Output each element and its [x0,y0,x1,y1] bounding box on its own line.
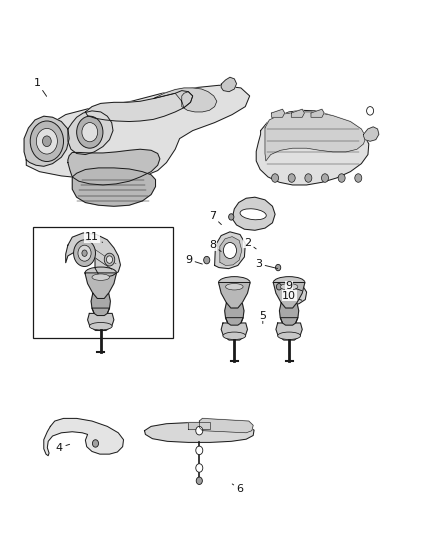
Polygon shape [225,303,244,325]
Text: 6: 6 [232,484,244,494]
Text: 10: 10 [282,291,302,301]
Text: 2: 2 [244,238,256,249]
Circle shape [74,240,95,266]
Text: 4: 4 [56,443,70,453]
Ellipse shape [223,332,246,340]
Polygon shape [72,168,155,206]
Polygon shape [311,109,324,117]
Polygon shape [215,232,245,269]
Text: 5: 5 [259,311,266,324]
Circle shape [272,174,279,182]
Circle shape [223,243,237,259]
Polygon shape [68,111,113,155]
Polygon shape [88,308,114,330]
Polygon shape [85,273,117,298]
Ellipse shape [280,284,298,290]
Text: 11: 11 [85,232,102,243]
Polygon shape [199,418,253,433]
Polygon shape [44,418,124,456]
Polygon shape [220,237,242,265]
Ellipse shape [273,277,305,288]
Text: 9: 9 [185,255,202,264]
Circle shape [196,426,203,435]
Circle shape [92,440,99,447]
Polygon shape [66,233,120,277]
Polygon shape [153,88,217,112]
Circle shape [355,174,362,182]
Circle shape [82,250,87,256]
Ellipse shape [219,277,250,288]
Circle shape [196,446,203,455]
Circle shape [367,107,374,115]
Polygon shape [291,109,304,117]
Ellipse shape [278,332,300,340]
Polygon shape [276,318,302,340]
Polygon shape [221,77,237,92]
Polygon shape [265,112,366,161]
Circle shape [196,464,203,472]
Text: 8: 8 [209,240,221,252]
Circle shape [321,174,328,182]
Circle shape [204,256,210,264]
Polygon shape [219,282,250,308]
Polygon shape [256,110,369,185]
Ellipse shape [85,267,117,279]
Text: 9: 9 [286,281,302,291]
Polygon shape [188,422,210,429]
Ellipse shape [92,274,110,280]
Polygon shape [85,91,193,122]
Polygon shape [273,282,305,308]
Circle shape [288,174,295,182]
Circle shape [42,136,51,147]
Polygon shape [24,116,69,166]
Bar [33,227,173,338]
Polygon shape [279,303,299,325]
Polygon shape [272,109,285,117]
Circle shape [338,174,345,182]
Polygon shape [91,293,110,316]
Circle shape [229,214,234,220]
Polygon shape [232,197,275,230]
Ellipse shape [226,284,243,290]
Circle shape [305,174,312,182]
Polygon shape [221,318,247,340]
Circle shape [77,116,103,148]
Polygon shape [145,423,254,442]
Circle shape [288,288,297,298]
Circle shape [36,128,57,154]
Polygon shape [26,85,250,179]
Circle shape [30,121,64,161]
Text: 3: 3 [255,259,278,269]
Circle shape [82,123,98,142]
Polygon shape [278,282,307,305]
Circle shape [276,284,282,290]
Circle shape [106,256,113,263]
Ellipse shape [240,209,266,220]
Circle shape [196,477,202,484]
Circle shape [276,264,281,271]
Circle shape [78,245,91,261]
Polygon shape [68,149,160,185]
Polygon shape [364,127,379,141]
Text: 7: 7 [209,211,221,224]
Text: 1: 1 [34,78,46,96]
Ellipse shape [89,322,112,330]
Circle shape [104,253,115,266]
